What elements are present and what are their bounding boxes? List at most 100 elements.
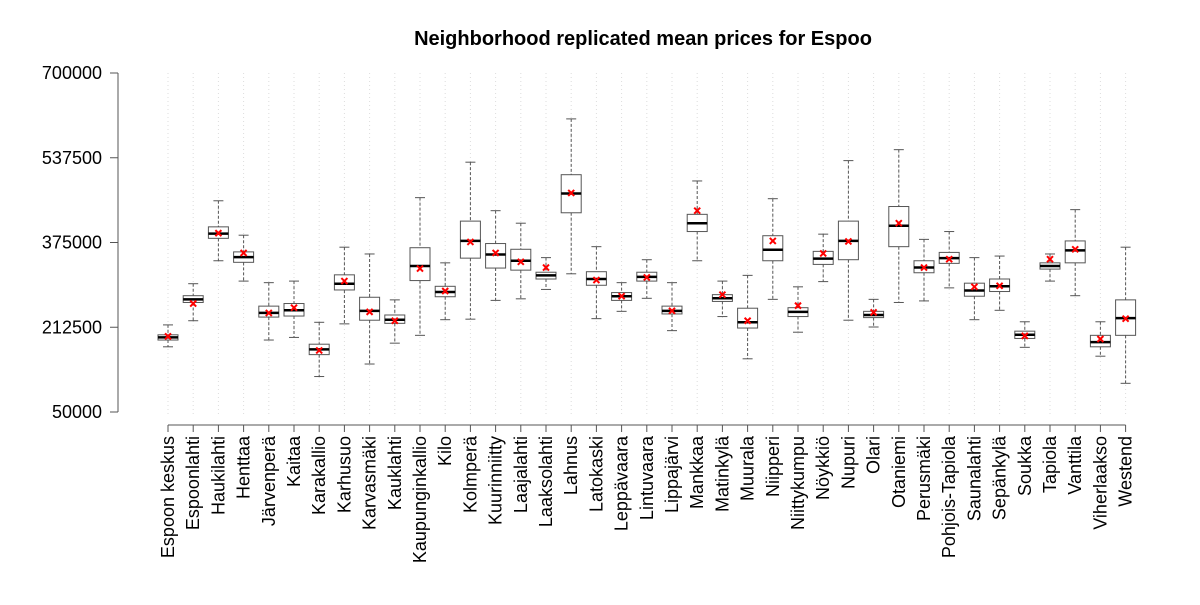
box-12 xyxy=(434,262,456,321)
mean-marker xyxy=(970,283,979,291)
x-tick-label: Kuurinniitty xyxy=(486,436,506,525)
y-tick-label: 537500 xyxy=(42,148,102,168)
box-33 xyxy=(963,257,985,321)
box-28 xyxy=(837,160,859,321)
x-tick-label: Kaupunginkallio xyxy=(410,436,430,563)
box-4 xyxy=(233,234,255,282)
mean-marker xyxy=(517,258,525,266)
box-39 xyxy=(1115,246,1137,384)
box-11 xyxy=(409,197,431,336)
box-24 xyxy=(737,274,759,360)
mean-marker xyxy=(895,219,903,227)
mean-marker xyxy=(945,255,953,263)
box-18 xyxy=(585,246,607,320)
box-27 xyxy=(812,233,834,283)
box-31 xyxy=(913,238,935,302)
box-10 xyxy=(384,299,406,344)
grid-layer xyxy=(167,73,1127,414)
mean-marker xyxy=(164,332,172,341)
box-29 xyxy=(863,298,885,328)
x-tick-label: Kilo xyxy=(435,436,455,466)
x-tick-label: Matinkylä xyxy=(712,435,732,512)
axis-layer: 50000 212500 375000 537500 700000 xyxy=(42,63,1127,432)
x-tick-label: Saunalahti xyxy=(964,436,984,521)
box-5 xyxy=(258,282,280,341)
x-tick-label: Lahnus xyxy=(561,436,581,495)
box-22 xyxy=(686,180,708,262)
box-8 xyxy=(333,246,355,325)
x-tick-label: Kauklahti xyxy=(385,436,405,510)
x-tick-label: Vanttila xyxy=(1065,435,1085,495)
box-30 xyxy=(888,149,910,303)
box-15 xyxy=(510,222,532,300)
x-tick-label: Karakallio xyxy=(309,436,329,515)
x-tick-label: Lintuvaara xyxy=(637,435,657,520)
box-9 xyxy=(359,253,381,365)
box-19 xyxy=(611,282,633,312)
y-tick-label: 375000 xyxy=(42,233,102,253)
x-tick-label: Espoonlahti xyxy=(183,436,203,530)
mean-marker xyxy=(1121,314,1130,323)
x-tick-label: Niittykumpu xyxy=(788,436,808,530)
box-20 xyxy=(636,259,658,299)
x-tick-label: Mankkaa xyxy=(687,435,707,509)
mean-marker xyxy=(441,287,449,295)
mean-marker xyxy=(693,206,701,215)
x-tick-label: Lippajärvi xyxy=(662,436,682,513)
box-layer xyxy=(157,118,1137,384)
mean-marker xyxy=(416,264,424,273)
x-tick-label: Karhusuo xyxy=(334,436,354,513)
box-26 xyxy=(787,286,809,333)
box-16 xyxy=(535,257,557,290)
box-38 xyxy=(1089,321,1111,357)
mean-marker xyxy=(391,317,399,325)
chart-title: Neighborhood replicated mean prices for … xyxy=(414,28,872,50)
x-tick-label: Westend xyxy=(1116,436,1136,507)
x-tick-label: Nöykkiö xyxy=(813,436,833,500)
mean-marker xyxy=(1096,335,1105,343)
box-17 xyxy=(560,118,582,275)
x-tick-label: Perusmäki xyxy=(914,436,934,521)
x-tick-label: Kolmperä xyxy=(460,435,480,513)
box-25 xyxy=(762,198,784,300)
iqr-box xyxy=(1064,240,1086,264)
mean-marker xyxy=(743,317,752,325)
x-tick-label: Järvenperä xyxy=(259,435,279,526)
mean-marker xyxy=(794,301,802,310)
x-tick-label: Olari xyxy=(864,436,884,474)
box-23 xyxy=(711,280,733,318)
mean-marker xyxy=(265,309,273,317)
mean-marker xyxy=(718,290,727,299)
x-tick-label: Kaitaa xyxy=(284,435,304,487)
x-tick-label: Leppävaara xyxy=(612,435,632,531)
mean-marker xyxy=(869,308,878,317)
mean-marker xyxy=(769,237,777,245)
x-tick-label: Viherlaakso xyxy=(1090,436,1110,530)
box-3 xyxy=(207,200,229,262)
mean-marker xyxy=(592,276,601,284)
mean-marker xyxy=(1021,332,1029,340)
mean-marker xyxy=(920,263,928,272)
mean-marker xyxy=(1046,255,1054,263)
mean-marker xyxy=(542,263,550,272)
box-14 xyxy=(485,210,507,301)
mean-marker xyxy=(365,308,374,316)
x-tick-label: Tapiola xyxy=(1040,435,1060,493)
iqr-box xyxy=(459,220,481,259)
x-tick-label: Pohjois-Tapiola xyxy=(939,435,959,558)
x-tick-label: Otaniemi xyxy=(889,436,909,508)
x-tick-label: Henttaa xyxy=(234,435,254,499)
x-tick-label: Haukilahti xyxy=(208,436,228,515)
mean-marker xyxy=(466,238,475,246)
mean-marker xyxy=(315,346,323,355)
mean-marker xyxy=(290,303,298,312)
mean-marker xyxy=(491,249,500,257)
box-37 xyxy=(1064,209,1086,297)
x-tick-label: Muurala xyxy=(738,435,758,501)
box-36 xyxy=(1039,253,1061,282)
box-35 xyxy=(1014,321,1036,348)
y-tick-label: 700000 xyxy=(42,63,102,83)
box-34 xyxy=(989,255,1011,311)
